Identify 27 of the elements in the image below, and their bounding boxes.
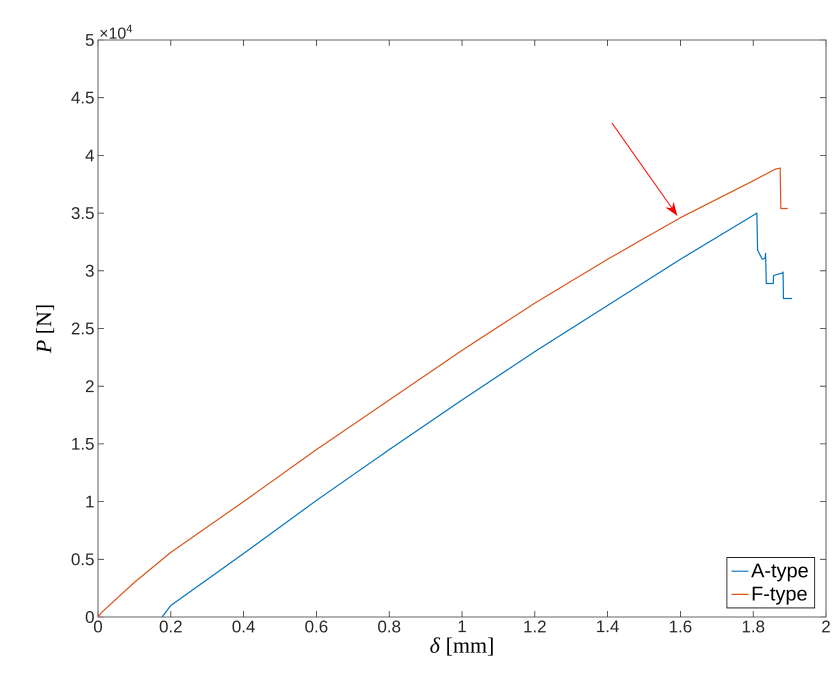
y-tick-label: 5	[86, 34, 94, 46]
y-tick-label: 0.5	[72, 553, 94, 566]
x-tick-label: 1.8	[742, 620, 764, 633]
text: ×10$^{4}$	[100, 24, 132, 39]
y-tick-label: 4	[85, 150, 94, 162]
y-tick-label: 3	[86, 264, 94, 277]
y-tick-label: 0	[86, 611, 94, 623]
y-axis-title: P [N]	[36, 305, 54, 354]
y-tick-label: 2	[86, 380, 94, 392]
x-tick-label: 1.2	[524, 620, 546, 632]
y-tick-label: 1	[86, 496, 94, 508]
x-tick-label: 0.4	[232, 620, 255, 633]
x-tick-label: 0.8	[378, 620, 400, 633]
x-tick-label: 1.4	[597, 620, 619, 632]
y-tick-label: 3.5	[72, 207, 94, 220]
x-tick-label: 1.6	[670, 620, 692, 633]
y-tick-label: 2.5	[72, 322, 94, 334]
y-tick-label: 1.5	[72, 438, 94, 450]
x-tick-label: 1	[458, 620, 466, 632]
legend-label: F-type	[752, 586, 807, 605]
y-tick-label: 4.5	[71, 92, 94, 104]
x-tick-label: 0.2	[160, 620, 182, 633]
x-tick-label: 0	[94, 620, 102, 633]
legend-label: A-type	[751, 564, 808, 582]
x-tick-label: 0.6	[305, 620, 328, 633]
x-axis-title: δ [mm]	[430, 637, 493, 656]
x-tick-label: 2	[822, 620, 830, 632]
